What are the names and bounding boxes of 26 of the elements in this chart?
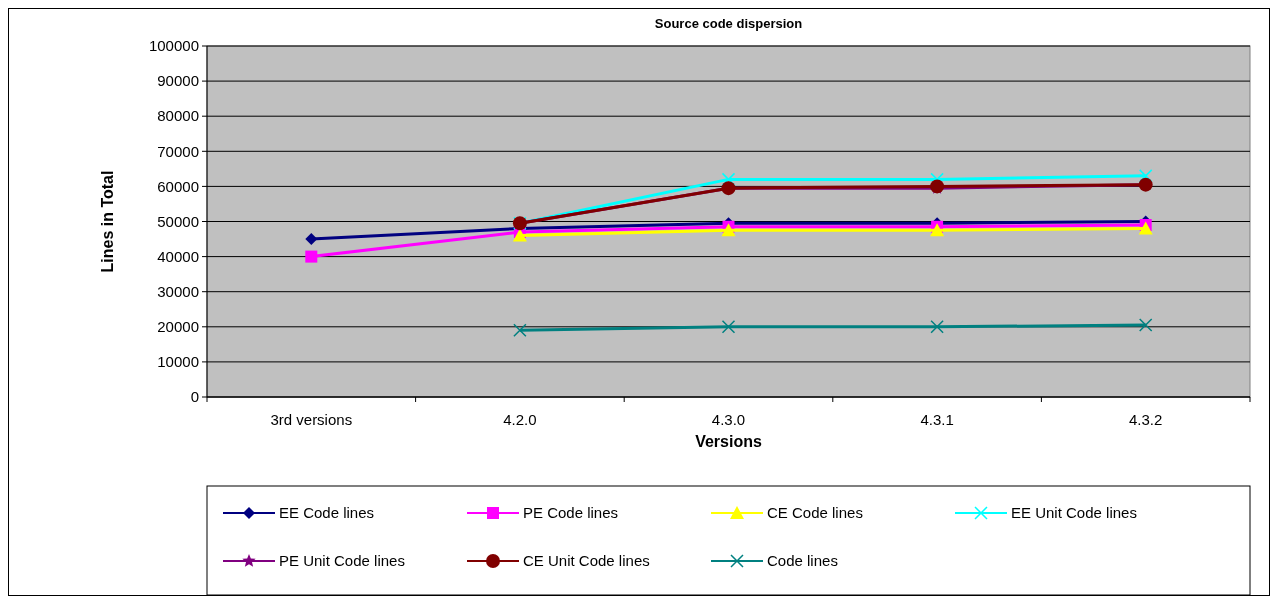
x-tick-label: 4.2.0 — [503, 411, 537, 428]
x-tick-label: 4.3.2 — [1129, 411, 1163, 428]
x-axis-title: Versions — [695, 433, 762, 450]
legend-label: Code lines — [767, 552, 838, 570]
legend-label: CE Code lines — [767, 504, 863, 522]
x-tick-label: 4.3.1 — [920, 411, 954, 428]
y-tick-label: 60000 — [157, 177, 199, 195]
y-tick-label: 50000 — [157, 212, 199, 230]
y-tick-label: 100000 — [148, 37, 199, 55]
y-tick-label: 30000 — [157, 282, 199, 300]
y-tick-label: 0 — [190, 388, 199, 406]
y-tick-label: 70000 — [157, 142, 199, 160]
legend-label: PE Code lines — [523, 504, 619, 522]
y-tick-label: 80000 — [157, 107, 199, 125]
y-axis-title: Lines in Total — [99, 170, 116, 273]
y-tick-label: 20000 — [157, 318, 199, 336]
legend-label: CE Unit Code lines — [523, 552, 650, 570]
x-tick-label: 3rd versions — [270, 411, 353, 428]
y-tick-label: 10000 — [157, 353, 199, 371]
y-tick-label: 90000 — [157, 72, 199, 90]
legend-label: PE Unit Code lines — [279, 552, 405, 570]
chart-title: Source code dispersion — [654, 16, 803, 31]
legend-label: EE Code lines — [279, 504, 375, 522]
x-tick-label: 4.3.0 — [711, 411, 746, 428]
y-tick-label: 40000 — [157, 247, 199, 265]
legend-label: EE Unit Code lines — [1011, 504, 1137, 522]
